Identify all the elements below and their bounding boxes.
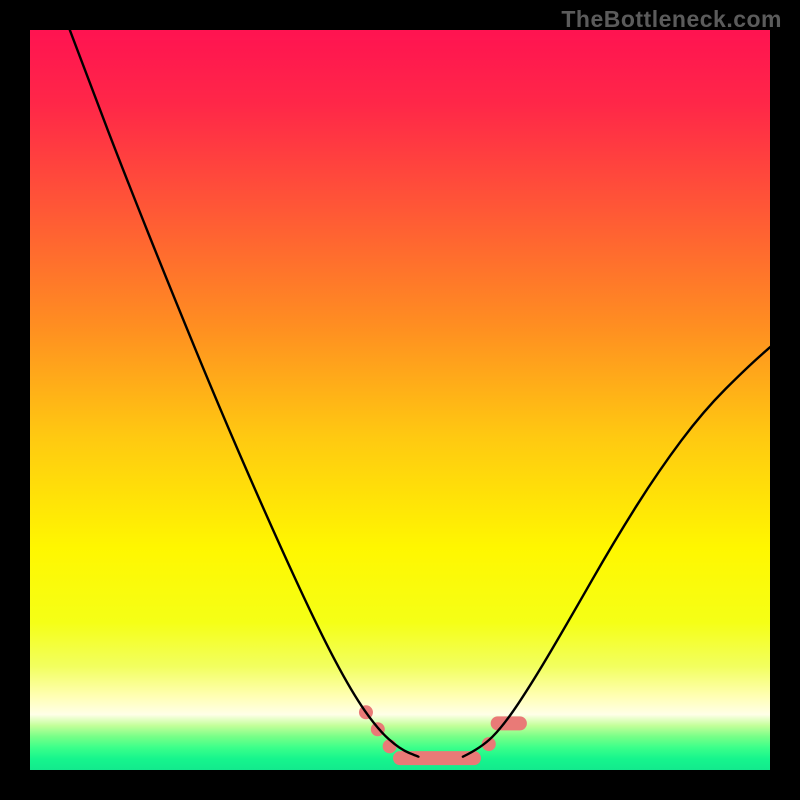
- chart-frame: TheBottleneck.com: [0, 0, 800, 800]
- watermark-text: TheBottleneck.com: [561, 6, 782, 33]
- plot-area: [30, 30, 770, 770]
- chart-svg: [30, 30, 770, 770]
- gradient-background: [30, 30, 770, 770]
